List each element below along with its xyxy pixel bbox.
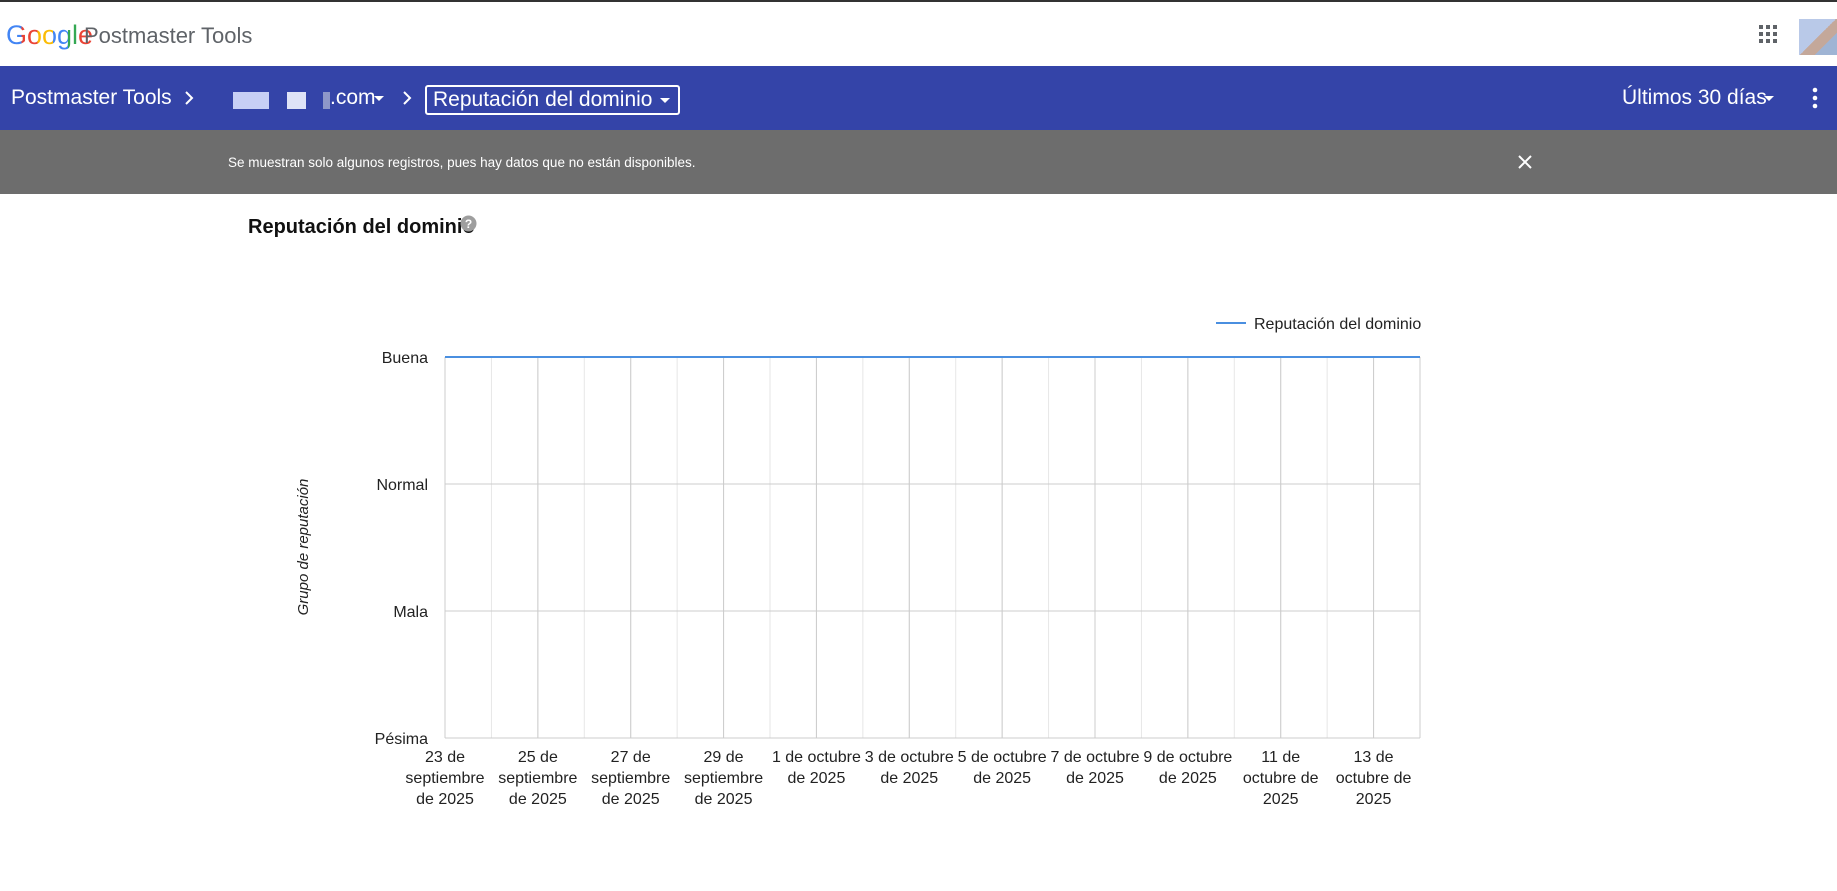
top-bar: Google Postmaster Tools [0, 0, 1837, 66]
apps-icon[interactable] [1758, 24, 1778, 44]
y-axis-title: Grupo de reputación [295, 479, 312, 616]
x-tick-label: 3 de octubre de 2025 [864, 749, 954, 787]
more-menu[interactable] [1812, 86, 1818, 110]
dropdown-arrow [374, 96, 384, 101]
notice-text: Se muestran solo algunos registros, pues… [228, 155, 696, 170]
x-tick-label: 5 de octubre de 2025 [957, 749, 1047, 787]
dropdown-arrow [1764, 96, 1774, 101]
dropdown-arrow [660, 98, 671, 103]
x-tick-label: 11 de octubre de 2025 [1242, 749, 1319, 808]
help-icon[interactable]: ? [460, 215, 477, 232]
breadcrumb-home[interactable]: Postmaster Tools [11, 86, 172, 109]
y-tick-label: Normal [376, 477, 428, 494]
x-tick-label: 9 de octubre de 2025 [1143, 749, 1233, 787]
x-tick-label: 25 de septiembre de 2025 [498, 749, 578, 808]
x-tick-label: 13 de octubre de 2025 [1335, 749, 1412, 808]
domain-select[interactable]: .com [330, 86, 376, 109]
chevron [403, 91, 412, 105]
product-name[interactable]: Postmaster Tools [84, 23, 253, 48]
y-tick-label: Pésima [375, 731, 428, 748]
avatar[interactable] [1799, 19, 1837, 55]
section-select[interactable]: Reputación del dominio [425, 85, 681, 115]
x-tick-label: 27 de septiembre de 2025 [591, 749, 671, 808]
redacted [233, 92, 269, 109]
close-button[interactable] [1517, 154, 1533, 170]
x-tick-label: 7 de octubre de 2025 [1050, 749, 1140, 787]
chevron [185, 91, 194, 105]
x-tick-label: 23 de septiembre de 2025 [405, 749, 485, 808]
chart-title: Reputación del dominio [248, 216, 475, 238]
range-select[interactable]: Últimos 30 días [1622, 86, 1767, 109]
nav-bar: Postmaster Tools .com Reputación del dom… [0, 66, 1837, 130]
redacted [287, 92, 306, 109]
logo[interactable]: Google [6, 20, 94, 50]
section-label: Reputación del dominio [433, 88, 653, 111]
redacted [323, 92, 330, 109]
legend-label: Reputación del dominio [1254, 316, 1421, 333]
x-tick-label: 1 de octubre de 2025 [771, 749, 861, 787]
notice-bar: Se muestran solo algunos registros, pues… [0, 130, 1837, 194]
x-tick-label: 29 de septiembre de 2025 [683, 749, 764, 808]
y-tick-label: Buena [382, 350, 428, 367]
svg-text:?: ? [465, 217, 472, 231]
y-tick-label: Mala [393, 604, 428, 621]
